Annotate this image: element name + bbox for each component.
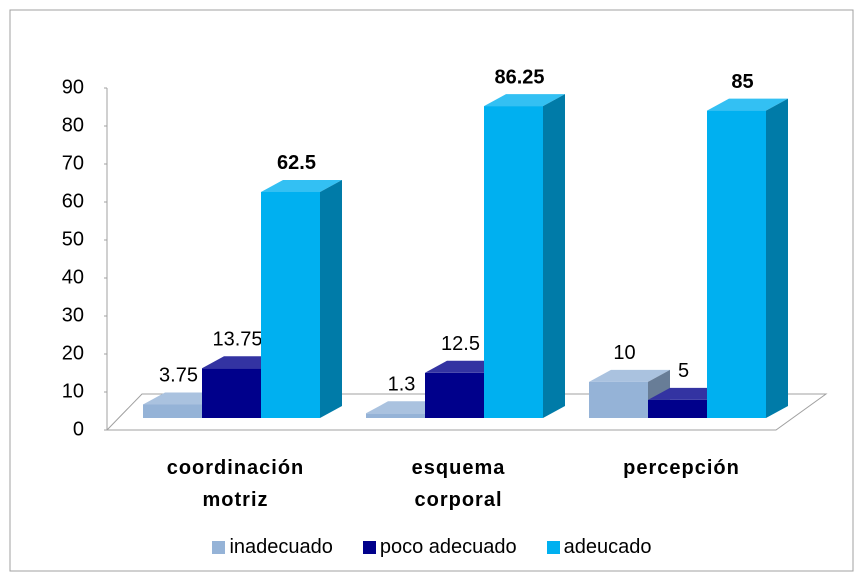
y-tick-label: 80 xyxy=(62,114,84,136)
bar-front xyxy=(261,191,320,418)
value-label: 10 xyxy=(613,342,635,364)
value-label: 85 xyxy=(731,71,753,93)
value-label: 5 xyxy=(678,360,689,382)
value-label: 12.5 xyxy=(441,333,480,355)
y-tick-label: 90 xyxy=(62,76,84,98)
bar-top xyxy=(589,369,670,382)
bar-front xyxy=(589,381,648,418)
legend-swatch xyxy=(546,541,560,554)
legend: inadecuado poco adecuado adeucado xyxy=(0,536,864,559)
x-tick-label: percepción xyxy=(623,457,740,479)
x-tick-label: esquema corporal xyxy=(411,457,506,511)
bar-side xyxy=(766,98,788,418)
legend-item: adeucado xyxy=(546,536,652,559)
value-label: 86.25 xyxy=(494,66,544,88)
value-label: 1.3 xyxy=(388,374,416,396)
bar-front xyxy=(202,368,261,418)
value-label: 62.5 xyxy=(277,152,316,174)
bar-top xyxy=(707,98,788,111)
legend-item: inadecuado xyxy=(212,536,333,559)
bar-front xyxy=(366,413,425,418)
bar-front xyxy=(425,372,484,418)
y-tick-label: 0 xyxy=(73,418,84,440)
bar-front xyxy=(143,404,202,418)
y-tick-label: 10 xyxy=(62,380,84,402)
legend-label: adeucado xyxy=(563,536,652,558)
y-tick-label: 60 xyxy=(62,190,84,212)
bar-front xyxy=(484,106,543,418)
y-tick-label: 30 xyxy=(62,304,84,326)
legend-label: inadecuado xyxy=(229,536,333,558)
legend-item: poco adecuado xyxy=(362,536,517,559)
x-tick-label: coordinación motriz xyxy=(166,457,305,511)
value-label: 3.75 xyxy=(159,365,198,387)
bar-side xyxy=(543,94,565,418)
bar-front xyxy=(707,110,766,418)
legend-swatch xyxy=(362,541,376,554)
y-tick-label: 50 xyxy=(62,228,84,250)
legend-swatch xyxy=(212,541,226,554)
legend-label: poco adecuado xyxy=(379,536,517,558)
y-tick-label: 20 xyxy=(62,342,84,364)
bar-top xyxy=(261,179,342,192)
bar-front xyxy=(648,399,707,418)
value-label: 13.75 xyxy=(212,329,262,351)
y-tick-label: 40 xyxy=(62,266,84,288)
bar-top xyxy=(484,94,565,107)
y-tick-label: 70 xyxy=(62,152,84,174)
bar-side xyxy=(320,179,342,418)
